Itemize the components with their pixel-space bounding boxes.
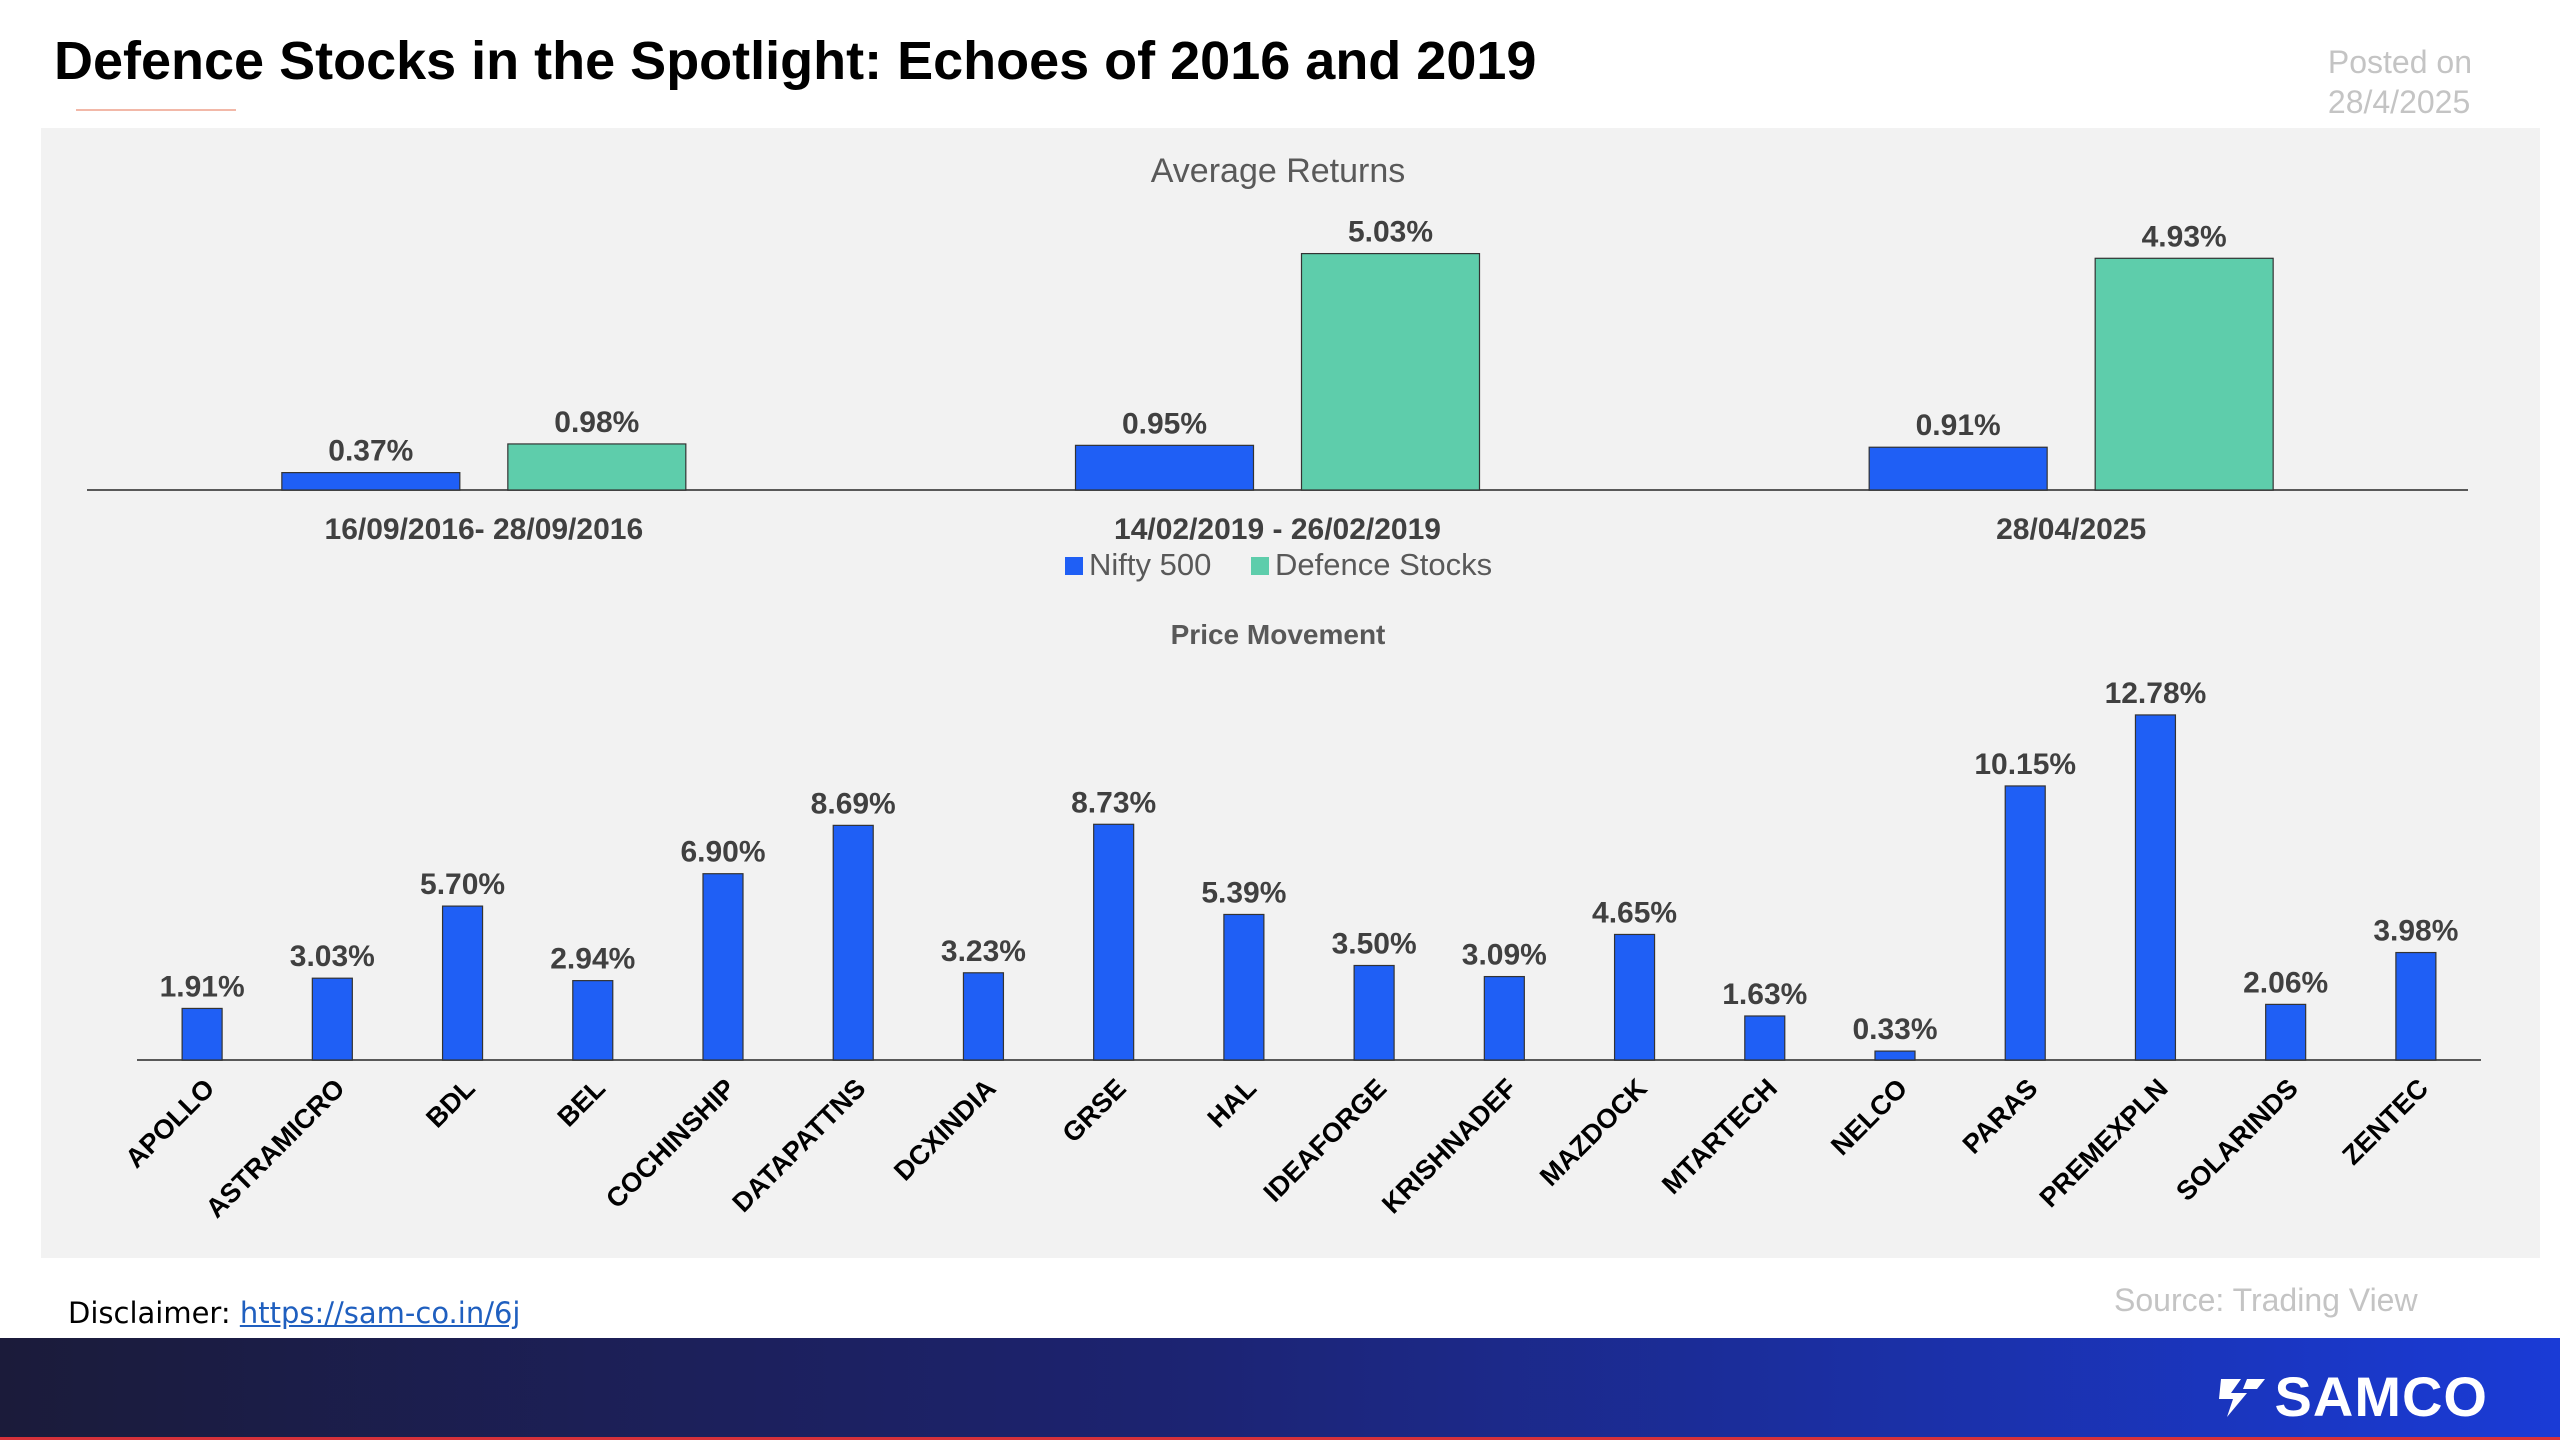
legend-swatch-defence [1251, 557, 1269, 575]
bar-nelco [1874, 1050, 1916, 1061]
source-note: Source: Trading View [2114, 1282, 2418, 1318]
category-label: ASTRAMICRO [200, 1073, 351, 1224]
posted-info: Posted on 28/4/2025 [2328, 42, 2472, 122]
data-label: 4.65% [1592, 896, 1677, 929]
bar-zentec [2395, 951, 2437, 1061]
bar-defence-0 [507, 443, 687, 491]
data-label: 1.63% [1722, 978, 1807, 1011]
bar-defence-2 [2094, 257, 2274, 491]
disclaimer: Disclaimer: https://sam-co.in/6j [68, 1296, 520, 1330]
category-label: MAZDOCK [1534, 1073, 1653, 1192]
category-label: PREMEXPLN [2034, 1073, 2174, 1213]
legend-swatch-nifty [1065, 557, 1083, 575]
bar-mtartech [1744, 1015, 1786, 1061]
data-label: 0.98% [554, 406, 639, 439]
category-label: KRISHNADEF [1376, 1073, 1522, 1219]
data-label: 0.37% [328, 435, 413, 468]
data-label: 6.90% [680, 836, 765, 869]
bar-hal [1223, 913, 1265, 1061]
bar-paras [2004, 785, 2046, 1061]
bar-mazdock [1613, 933, 1656, 1061]
data-label: 0.91% [1916, 409, 2001, 442]
category-label: 14/02/2019 - 26/02/2019 [1114, 513, 1441, 546]
data-label: 3.09% [1462, 939, 1547, 972]
bar-apollo [181, 1007, 223, 1061]
bar-nifty-1 [1074, 444, 1255, 491]
category-label: ZENTEC [2337, 1073, 2435, 1171]
data-label: 3.03% [290, 940, 375, 973]
posted-label: Posted on [2327, 44, 2472, 80]
bar-krishnadef [1483, 975, 1525, 1061]
bar-defence-1 [1300, 252, 1481, 491]
bar-cochinship [702, 873, 744, 1061]
disclaimer-label: Disclaimer: [68, 1296, 240, 1330]
disclaimer-link[interactable]: https://sam-co.in/6j [239, 1296, 521, 1330]
category-label: 16/09/2016- 28/09/2016 [325, 513, 644, 546]
chart-panel: Average Returns 0.37% 0.98% 16/09/2016- 28/… [41, 128, 2540, 1258]
category-label: SOLARINDS [2170, 1073, 2304, 1207]
category-label: DATAPATTNS [727, 1073, 872, 1218]
data-label: 12.78% [2105, 677, 2207, 710]
bar-nifty-2 [1868, 446, 2048, 491]
samco-logo-icon [2218, 1378, 2265, 1417]
category-label: MTARTECH [1656, 1073, 1783, 1200]
category-label: BDL [420, 1073, 480, 1133]
bar-nifty-0 [281, 472, 461, 491]
price-movement-chart: Price Movement 1.91% APOLLO 3.03% ASTRAMICRO… [120, 619, 2481, 1224]
category-label: APOLLO [120, 1073, 221, 1174]
data-label: 0.33% [1852, 1013, 1937, 1046]
chart-title: Price Movement [1171, 619, 1386, 650]
chart-title: Average Returns [1151, 152, 1406, 190]
data-label: 3.98% [2373, 915, 2458, 948]
bar-datapattns [832, 824, 874, 1061]
category-label: IDEAFORGE [1258, 1073, 1393, 1208]
category-label: 28/04/2025 [1996, 513, 2146, 546]
data-label: 3.23% [941, 935, 1026, 968]
samco-logo-text: SAMCO [2274, 1365, 2488, 1428]
data-label: 3.50% [1332, 928, 1417, 961]
bar-astramicro [311, 977, 353, 1061]
posted-date: 28/4/2025 [2327, 84, 2471, 120]
bar-premexpln [2134, 714, 2177, 1061]
data-label: 10.15% [1974, 748, 2076, 781]
data-label: 5.70% [420, 868, 505, 901]
bar-ideaforge [1353, 964, 1395, 1061]
bar-bdl [441, 905, 484, 1061]
data-label: 5.03% [1348, 216, 1433, 249]
category-label: GRSE [1057, 1073, 1132, 1148]
category-label: NELCO [1825, 1073, 1913, 1161]
bar-grse [1093, 823, 1135, 1061]
category-label: HAL [1202, 1073, 1262, 1133]
bar-solarinds [2265, 1003, 2307, 1061]
category-label: BEL [552, 1073, 611, 1132]
charts-canvas: Average Returns 0.37% 0.98% 16/09/2016- 28/… [87, 152, 2481, 1224]
data-label: 1.91% [160, 970, 245, 1003]
footer-bar [0, 1338, 2560, 1440]
data-label: 2.06% [2243, 966, 2328, 999]
title-underline [76, 109, 236, 111]
data-label: 8.69% [811, 787, 896, 820]
average-returns-chart: Average Returns 0.37% 0.98% 16/09/2016- 28/… [87, 152, 2468, 582]
data-label: 8.73% [1071, 786, 1156, 819]
bar-bel [572, 980, 614, 1061]
category-label: DCXINDIA [888, 1073, 1002, 1187]
data-label: 5.39% [1201, 876, 1286, 909]
legend-label-defence: Defence Stocks [1275, 547, 1492, 582]
legend-label-nifty: Nifty 500 [1089, 547, 1211, 582]
samco-logo: SAMCO [2217, 1364, 2488, 1429]
category-label: PARAS [1957, 1073, 2044, 1160]
page-title: Defence Stocks in the Spotlight: Echoes … [54, 31, 1537, 91]
data-label: 2.94% [550, 943, 635, 976]
category-label: COCHINSHIP [600, 1073, 741, 1214]
bar-dcxindia [962, 972, 1005, 1061]
data-label: 0.95% [1122, 407, 1207, 440]
data-label: 4.93% [2142, 220, 2227, 253]
